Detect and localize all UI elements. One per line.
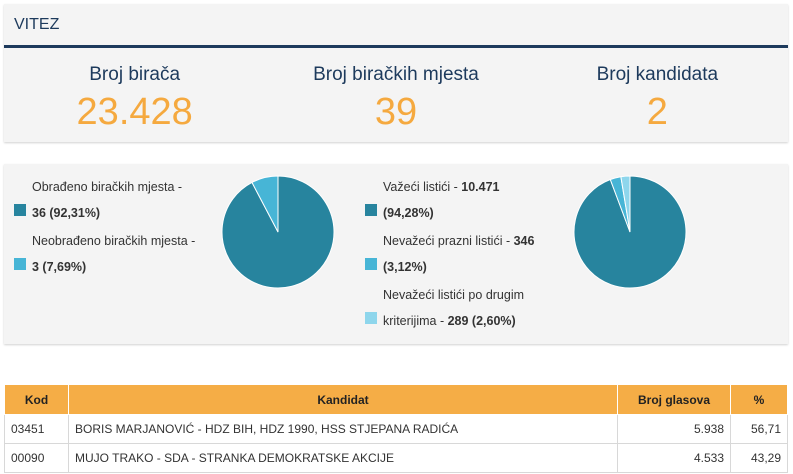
table-row: 03451 BORIS MARJANOVIĆ - HDZ BIH, HDZ 19… bbox=[4, 414, 788, 444]
cell-votes: 4.533 bbox=[617, 443, 731, 473]
legend-swatch-blank bbox=[365, 258, 377, 270]
stat-voters-value: 23.428 bbox=[76, 91, 193, 133]
legend-swatch-unprocessed bbox=[14, 258, 26, 270]
polling-stations-legend: Obrađeno biračkih mjesta - 36 (92,31%) N… bbox=[14, 174, 209, 282]
stats-row: Broj birača 23.428 Broj biračkih mjesta … bbox=[4, 48, 788, 142]
column-header-votes[interactable]: Broj glasova bbox=[617, 384, 731, 415]
legend-value-valid: 10.471 (94,28%) bbox=[383, 180, 500, 220]
ballots-pie-chart bbox=[573, 175, 687, 289]
results-table: Kod Kandidat Broj glasova % 03451 BORIS … bbox=[4, 384, 788, 473]
stat-candidates-label: Broj kandidata bbox=[596, 64, 719, 85]
municipality-title: VITEZ bbox=[4, 4, 788, 48]
column-header-percent[interactable]: % bbox=[730, 384, 788, 415]
cell-percent: 56,71 bbox=[730, 414, 788, 444]
stat-polling-stations: Broj biračkih mjesta 39 bbox=[265, 48, 526, 142]
stat-voters: Broj birača 23.428 bbox=[4, 48, 265, 142]
legend-swatch-valid bbox=[365, 204, 377, 216]
ballots-legend: Važeći listići - 10.471 (94,28%) Nevažeć… bbox=[365, 174, 550, 336]
legend-swatch-processed bbox=[14, 204, 26, 216]
legend-swatch-other-invalid bbox=[365, 312, 377, 324]
table-row: 00090 MUJO TRAKO - SDA - STRANKA DEMOKRA… bbox=[4, 443, 788, 473]
cell-candidate: MUJO TRAKO - SDA - STRANKA DEMOKRATSKE A… bbox=[68, 443, 618, 473]
cell-votes: 5.938 bbox=[617, 414, 731, 444]
legend-value-processed: 36 (92,31%) bbox=[32, 206, 101, 220]
stat-voters-label: Broj birača bbox=[89, 64, 181, 85]
legend-item-processed: Obrađeno biračkih mjesta - 36 (92,31%) bbox=[14, 174, 209, 226]
cell-code: 00090 bbox=[4, 443, 69, 473]
legend-label-other-invalid: Nevažeći listići po drugim kriterijima - bbox=[383, 288, 525, 328]
legend-item-unprocessed: Neobrađeno biračkih mjesta - 3 (7,69%) bbox=[14, 228, 209, 280]
pie-charts-card: Obrađeno biračkih mjesta - 36 (92,31%) N… bbox=[4, 164, 788, 344]
legend-label-unprocessed: Neobrađeno biračkih mjesta - bbox=[32, 234, 196, 248]
polling-stations-pie-slice-1[interactable] bbox=[251, 175, 279, 233]
cell-candidate: BORIS MARJANOVIĆ - HDZ BIH, HDZ 1990, HS… bbox=[68, 414, 618, 444]
stat-polling-stations-value: 39 bbox=[374, 91, 418, 133]
stat-polling-stations-label: Broj biračkih mjesta bbox=[313, 64, 479, 85]
legend-label-processed: Obrađeno biračkih mjesta - bbox=[32, 180, 183, 194]
cell-code: 03451 bbox=[4, 414, 69, 444]
table-header-row: Kod Kandidat Broj glasova % bbox=[4, 384, 788, 415]
column-header-candidate[interactable]: Kandidat bbox=[68, 384, 618, 415]
column-header-code[interactable]: Kod bbox=[4, 384, 69, 415]
legend-label-valid: Važeći listići - bbox=[383, 180, 462, 194]
legend-value-blank: 346 (3,12%) bbox=[383, 234, 535, 274]
legend-label-blank: Nevažeći prazni listići - bbox=[383, 234, 514, 248]
legend-item-blank: Nevažeći prazni listići - 346 (3,12%) bbox=[365, 228, 550, 280]
legend-value-other-invalid: 289 (2,60%) bbox=[447, 314, 516, 328]
polling-stations-pie-chart bbox=[221, 175, 335, 289]
municipality-header-card: VITEZ Broj birača 23.428 Broj biračkih m… bbox=[4, 4, 788, 142]
stat-candidates-value: 2 bbox=[646, 91, 668, 133]
legend-value-unprocessed: 3 (7,69%) bbox=[32, 260, 87, 274]
stat-candidates: Broj kandidata 2 bbox=[527, 48, 788, 142]
legend-item-other-invalid: Nevažeći listići po drugim kriterijima -… bbox=[365, 282, 550, 334]
legend-item-valid: Važeći listići - 10.471 (94,28%) bbox=[365, 174, 550, 226]
ballots-pie-slice-2[interactable] bbox=[620, 175, 631, 233]
cell-percent: 43,29 bbox=[730, 443, 788, 473]
